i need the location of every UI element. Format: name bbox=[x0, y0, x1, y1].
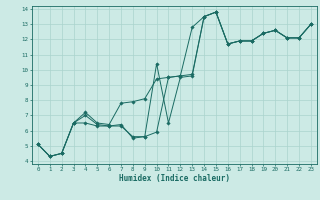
X-axis label: Humidex (Indice chaleur): Humidex (Indice chaleur) bbox=[119, 174, 230, 183]
